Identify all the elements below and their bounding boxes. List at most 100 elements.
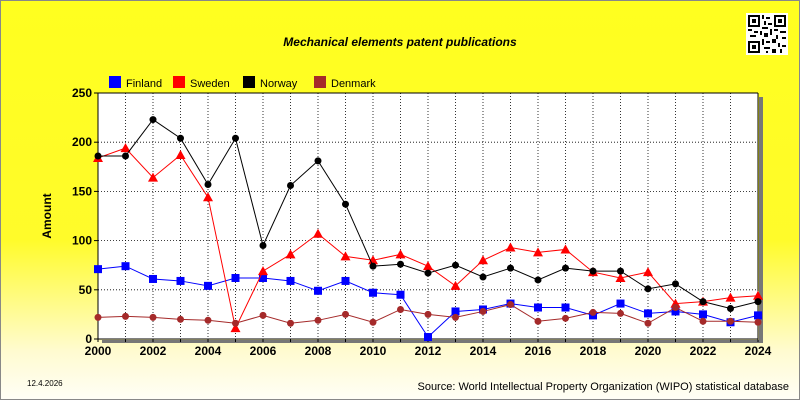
data-point-finland bbox=[341, 276, 350, 285]
data-point-norway bbox=[259, 242, 267, 250]
legend-swatch-sweden bbox=[173, 76, 185, 88]
data-point-sweden bbox=[725, 292, 736, 302]
data-point-finland bbox=[396, 290, 405, 299]
x-tick-label: 2004 bbox=[195, 344, 222, 358]
data-point-sweden bbox=[120, 143, 131, 153]
data-point-finland bbox=[616, 299, 625, 308]
x-tick-label: 2012 bbox=[415, 344, 442, 358]
data-point-denmark bbox=[534, 317, 542, 325]
data-point-sweden bbox=[285, 249, 296, 259]
x-tick-label: 2024 bbox=[745, 344, 772, 358]
x-tick-label: 2008 bbox=[305, 344, 332, 358]
data-point-denmark bbox=[672, 304, 679, 312]
data-point-sweden bbox=[258, 266, 268, 276]
chart-title: Mechanical elements patent publications bbox=[283, 35, 517, 49]
data-point-finland bbox=[451, 307, 460, 316]
x-tick-label: 2006 bbox=[250, 344, 277, 358]
data-point-finland bbox=[286, 276, 295, 285]
data-point-denmark bbox=[424, 310, 432, 318]
data-point-norway bbox=[232, 134, 239, 142]
data-point-finland bbox=[94, 265, 102, 274]
x-tick-label: 2010 bbox=[360, 344, 387, 358]
x-tick-label: 2018 bbox=[580, 344, 607, 358]
data-point-finland bbox=[671, 307, 680, 316]
data-point-denmark bbox=[232, 319, 239, 327]
data-point-denmark bbox=[259, 311, 267, 319]
data-point-norway bbox=[424, 269, 432, 277]
y-tick-label: 50 bbox=[79, 283, 93, 297]
data-point-finland bbox=[369, 288, 377, 297]
data-point-sweden bbox=[340, 251, 351, 261]
data-point-norway bbox=[177, 134, 184, 142]
y-tick-label: 150 bbox=[72, 184, 92, 198]
data-point-sweden bbox=[478, 255, 488, 265]
x-tick-label: 2016 bbox=[525, 344, 552, 358]
legend-label-denmark: Denmark bbox=[331, 78, 376, 90]
data-point-denmark bbox=[314, 316, 322, 324]
data-point-norway bbox=[149, 116, 157, 124]
data-point-finland bbox=[176, 276, 185, 285]
y-tick-label: 200 bbox=[72, 135, 92, 149]
data-point-norway bbox=[699, 298, 707, 306]
data-point-denmark bbox=[644, 319, 652, 327]
data-point-sweden bbox=[230, 323, 241, 333]
data-point-norway bbox=[94, 152, 102, 160]
x-tick-label: 2000 bbox=[85, 344, 112, 358]
data-point-norway bbox=[479, 273, 487, 281]
data-point-norway bbox=[204, 181, 212, 189]
y-tick-label: 250 bbox=[72, 86, 92, 100]
data-point-finland bbox=[259, 273, 267, 282]
data-point-sweden bbox=[753, 290, 763, 300]
y-axis-label: Amount bbox=[40, 193, 54, 238]
x-tick-label: 2022 bbox=[690, 344, 717, 358]
legend-label-sweden: Sweden bbox=[190, 78, 230, 90]
data-point-finland bbox=[314, 286, 322, 295]
data-point-denmark bbox=[452, 313, 459, 321]
data-point-denmark bbox=[699, 317, 707, 325]
legend-label-finland: Finland bbox=[126, 78, 162, 90]
data-point-sweden bbox=[423, 261, 433, 271]
legend-swatch-norway bbox=[243, 76, 255, 88]
data-point-denmark bbox=[397, 305, 404, 313]
data-point-finland bbox=[204, 281, 212, 290]
data-point-norway bbox=[287, 181, 294, 189]
data-point-finland bbox=[699, 310, 707, 319]
data-point-finland bbox=[149, 274, 157, 283]
data-point-sweden bbox=[148, 172, 158, 182]
data-point-denmark bbox=[617, 309, 624, 317]
plot-shadow-bottom bbox=[102, 340, 763, 343]
data-point-finland bbox=[231, 273, 240, 282]
data-point-norway bbox=[754, 298, 762, 306]
data-point-sweden bbox=[505, 242, 516, 252]
legend-label-norway: Norway bbox=[260, 78, 298, 90]
data-point-sweden bbox=[175, 149, 186, 159]
x-tick-label: 2002 bbox=[140, 344, 167, 358]
legend-swatch-finland bbox=[109, 76, 121, 88]
data-point-denmark bbox=[342, 310, 349, 318]
data-point-norway bbox=[562, 264, 569, 272]
data-point-sweden bbox=[643, 267, 653, 277]
data-point-norway bbox=[314, 157, 322, 165]
data-point-sweden bbox=[615, 272, 626, 282]
plot-shadow-right bbox=[759, 97, 763, 343]
data-point-norway bbox=[644, 285, 652, 293]
data-point-norway bbox=[369, 262, 377, 270]
date-stamp: 12.4.2026 bbox=[27, 379, 63, 388]
data-point-norway bbox=[672, 280, 679, 288]
data-point-finland bbox=[121, 262, 130, 271]
data-point-sweden bbox=[395, 249, 406, 259]
x-tick-label: 2020 bbox=[635, 344, 662, 358]
data-point-denmark bbox=[94, 313, 102, 321]
data-point-finland bbox=[561, 303, 570, 312]
data-point-denmark bbox=[507, 301, 514, 309]
data-point-finland bbox=[424, 333, 432, 342]
data-point-denmark bbox=[589, 308, 597, 316]
data-point-sweden bbox=[313, 228, 323, 238]
data-point-denmark bbox=[177, 315, 184, 323]
data-point-denmark bbox=[122, 312, 129, 320]
data-point-denmark bbox=[754, 318, 762, 326]
data-point-sweden bbox=[450, 280, 461, 290]
data-point-denmark bbox=[562, 314, 569, 322]
